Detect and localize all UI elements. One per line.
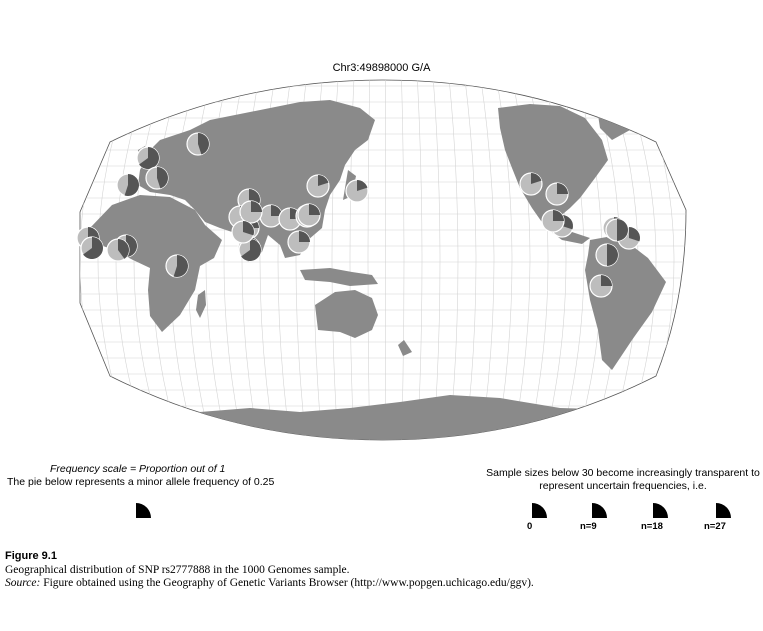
pie-pop-25-minor [629, 227, 640, 242]
map-title: Chr3:49898000 G/A [332, 62, 431, 74]
pie-pop-21-minor [531, 173, 542, 184]
pie-pop-30-minor [243, 221, 254, 236]
pie-pop-29 [238, 238, 262, 262]
legend-sample-wedge-0 [532, 503, 547, 518]
landmass-africa [90, 195, 222, 332]
sample-label-n27: n=27 [704, 521, 726, 532]
pie-pop-32 [297, 203, 321, 227]
pie-pop-22-minor [557, 183, 568, 194]
landmass-south-america [585, 235, 666, 370]
pie-pop-08-minor [118, 239, 130, 259]
pie-pop-09-minor [173, 255, 189, 277]
pie-pop-32-minor [309, 204, 320, 215]
caption-source-word: Source: [5, 577, 41, 589]
pie-pop-31-minor [617, 219, 628, 241]
pie-pop-06-minor [83, 237, 104, 260]
landmass-indonesia [300, 268, 378, 286]
pie-pop-06 [80, 236, 104, 260]
pie-pop-18-minor [318, 175, 329, 186]
pie-pop-09 [165, 254, 189, 278]
pie-pop-02-minor [198, 133, 210, 155]
pie-pop-22 [545, 182, 569, 206]
sample-label-0: 0 [527, 521, 533, 532]
pie-pop-19-minor [299, 231, 310, 242]
pie-pop-23-minor [562, 215, 573, 230]
pie-pop-19 [287, 230, 311, 254]
legend-pies [136, 503, 731, 518]
pie-pop-15-minor [251, 201, 262, 212]
pie-pop-30 [231, 220, 255, 244]
pie-pop-29-minor [241, 239, 262, 262]
caption-source-text: Figure obtained using the Geography of G… [40, 577, 534, 589]
pie-pop-31 [605, 218, 629, 242]
pie-pop-20 [345, 179, 369, 203]
pie-pop-03-minor [157, 167, 168, 189]
pie-pop-13-minor [271, 205, 282, 216]
pie-pop-04-minor [124, 174, 139, 196]
figure-caption: Geographical distribution of SNP rs27778… [5, 564, 534, 590]
pie-pop-21 [519, 172, 543, 196]
legend-sample-wedge-1 [592, 503, 607, 518]
legend-scale-title: Frequency scale = Proportion out of 1 [50, 463, 226, 475]
landmass-north-america [498, 104, 608, 244]
figure-label: Figure 9.1 [5, 550, 57, 562]
pie-pop-20-minor [357, 180, 368, 191]
frequency-pies [76, 132, 641, 298]
pie-pop-28-minor [553, 210, 564, 221]
pie-pop-01 [136, 146, 160, 170]
legend-sample-wedge-2 [653, 503, 668, 518]
legend-example-wedge [136, 503, 151, 518]
pie-pop-03 [145, 166, 169, 190]
landmass-australia [315, 290, 378, 338]
sample-label-n18: n=18 [641, 521, 663, 532]
legend-sample-wedge-3 [716, 503, 731, 518]
pie-pop-26-minor [607, 244, 618, 266]
pie-pop-13 [259, 204, 283, 228]
legend-scale-description: The pie below represents a minor allele … [7, 476, 275, 488]
sample-label-n9: n=9 [580, 521, 597, 532]
pie-pop-28 [541, 209, 565, 233]
landmass-madagascar [196, 290, 206, 318]
caption-line-1: Geographical distribution of SNP rs27778… [5, 564, 350, 576]
landmass-new-zealand [398, 340, 412, 356]
pie-pop-18 [306, 174, 330, 198]
pie-pop-27 [589, 274, 613, 298]
pie-pop-10-minor [249, 189, 260, 204]
caption-line-2: Source: Figure obtained using the Geogra… [5, 577, 534, 590]
pie-pop-01-minor [139, 147, 159, 169]
pie-pop-08 [106, 238, 130, 262]
pie-pop-27-minor [601, 275, 612, 286]
pie-pop-02 [186, 132, 210, 156]
pie-pop-15 [239, 200, 263, 224]
pie-pop-04 [116, 173, 140, 197]
pie-pop-26 [595, 243, 619, 267]
legend-sample-note: Sample sizes below 30 become increasingl… [486, 467, 760, 492]
